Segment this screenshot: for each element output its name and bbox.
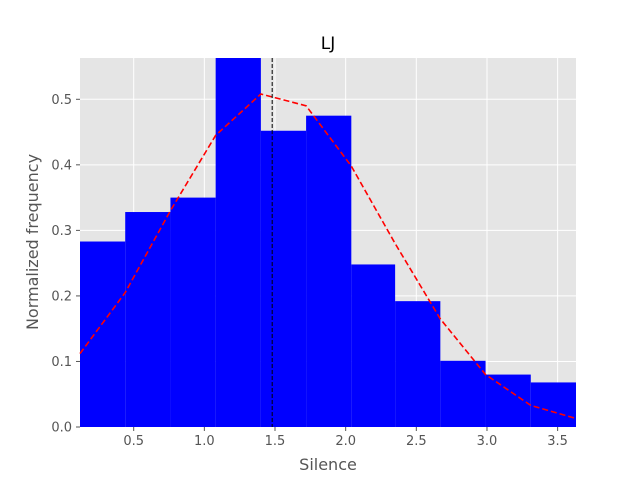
bars [80,58,576,428]
histogram-bar [260,130,307,427]
y-tick-label: 0.1 [51,355,72,370]
x-tick-label: 3.0 [477,434,498,449]
x-axis-label: Silence [299,455,357,474]
x-tick-label: 1.5 [265,434,286,449]
x-tick-label: 2.0 [335,434,356,449]
histogram-bar [306,115,352,428]
chart-title: LJ [321,34,336,54]
y-tick-label: 0.5 [51,93,72,108]
histogram-bar [170,197,216,427]
x-tick-label: 2.5 [406,434,427,449]
histogram-bar [485,374,531,427]
histogram-bar [395,301,441,427]
histogram-bar [80,241,126,427]
x-tick-label: 1.0 [194,434,215,449]
y-tick-label: 0.0 [51,421,72,436]
histogram-bar [440,360,486,427]
fit-curve-group [79,93,577,420]
y-tick-label: 0.2 [51,289,72,304]
fit-curve [79,93,577,420]
y-tick-label: 0.4 [51,158,72,173]
x-ticks: 0.5 1.0 1.5 2.0 2.5 3.0 3.5 [123,427,568,449]
y-tick-label: 0.3 [51,224,72,239]
histogram-bar [351,264,396,427]
x-tick-label: 3.5 [547,434,568,449]
y-axis-label: Normalized frequency [23,154,42,330]
y-ticks: 0.0 0.1 0.2 0.3 0.4 0.5 [51,93,80,436]
histogram-bar [125,212,171,427]
histogram-bar [530,382,576,427]
histogram-bar [215,58,261,427]
x-tick-label: 0.5 [123,434,144,449]
